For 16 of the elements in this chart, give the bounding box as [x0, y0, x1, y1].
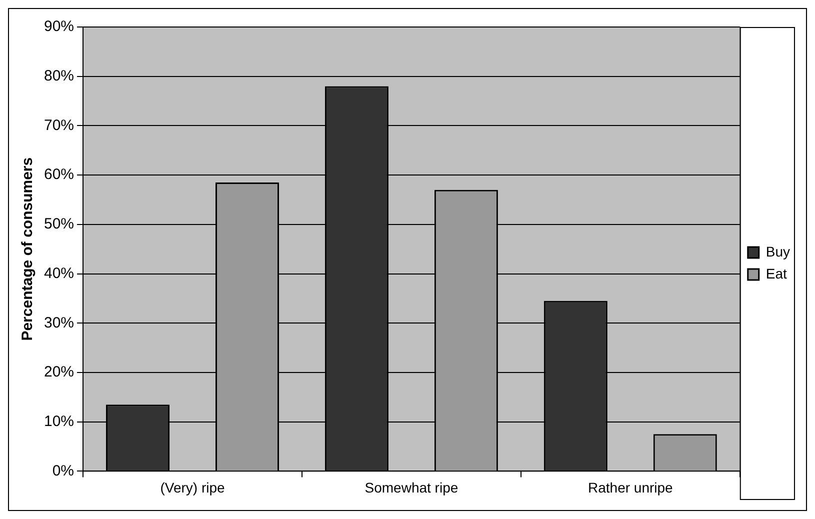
legend-label: Buy [766, 243, 790, 260]
y-tick-label: 90% [44, 18, 74, 36]
y-tick-label: 40% [44, 264, 74, 282]
y-tick-label: 80% [44, 67, 74, 84]
x-tick-label: (Very) ripe [160, 479, 225, 496]
y-tick-label: 60% [44, 166, 74, 184]
y-tick-label: 0% [52, 462, 74, 480]
y-tick-label: 50% [44, 216, 74, 233]
y-tick-label: 30% [44, 314, 74, 332]
y-tick-label: 20% [44, 364, 74, 381]
x-tick-label: Somewhat ripe [364, 479, 458, 496]
y-tick-label: 10% [44, 412, 74, 430]
legend-label: Eat [766, 265, 787, 282]
x-tick-label: Rather unripe [588, 479, 674, 496]
y-tick-label: 70% [44, 116, 74, 134]
y-axis-title: Percentage of consumers [19, 157, 36, 341]
